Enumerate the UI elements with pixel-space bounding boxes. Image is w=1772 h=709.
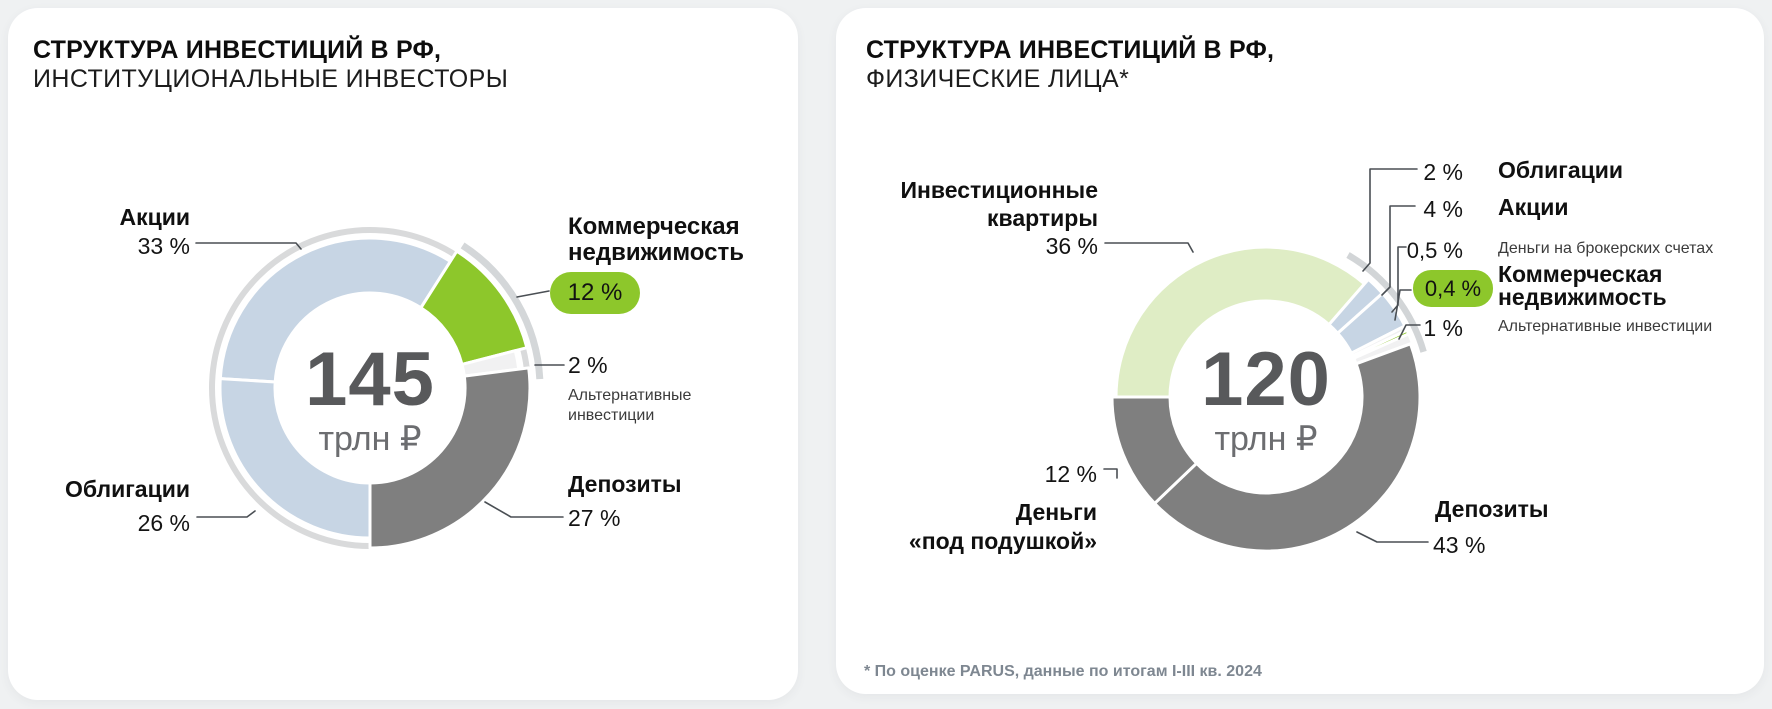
left-title-line2: ИНСТИТУЦИОНАЛЬНЫЕ ИНВЕСТОРЫ [33,65,509,93]
donut-exploded-ring-sliver [460,242,544,380]
card-individual-investors: СТРУКТУРА ИНВЕСТИЦИЙ В РФ, ФИЗИЧЕСКИЕ ЛИ… [836,8,1764,694]
callout-obligacii-label: Облигации [64,476,190,502]
callout-podushka-label1: Деньги [1015,499,1097,525]
callout-alt-label1: Альтернативные [568,387,692,404]
callout-r-akcii-pct: 4 % [1423,196,1463,222]
footnote: * По оценке PARUS, данные по итогам I-II… [864,663,1262,680]
leader-line-1 [1104,242,1194,253]
left-title-line1: СТРУКТУРА ИНВЕСТИЦИЙ В РФ, [33,36,442,64]
callout-kommercheskaya: Коммерческая недвижимость [568,214,744,266]
callout-r-obligacii-label: Облигации [1498,157,1624,183]
right-center-unit: трлн ₽ [1214,420,1318,458]
callout-depozity-pct: 27 % [568,505,621,531]
callout-kvartiry: Инвестиционные квартиры 36 % [876,176,1099,261]
callout-akcii-label: Акции [119,204,190,230]
callout-kommercheskaya-label2: недвижимость [568,239,744,266]
callout-r-kn-pct: 0,4 % [1424,275,1482,301]
left-center-value: 145 [305,337,435,422]
callout-kvartiry-label1: Инвестиционные [900,177,1099,203]
callout-broker-label: Деньги на брокерских счетах [1498,240,1714,257]
callout-depozity-label: Депозиты [568,471,682,497]
callout-r-kn-label2: недвижимость [1498,284,1667,310]
callout-r-obligacii-pct: 2 % [1423,159,1463,185]
callout-r-alt-pct: 1 % [1423,315,1463,341]
leader-line-4 [484,501,564,518]
donut-exploded-ring-sliver [1346,252,1427,353]
right-title-line2: ФИЗИЧЕСКИЕ ЛИЦА* [866,65,1130,93]
right-donut-chart [1103,168,1429,553]
callout-akcii: Акции 33 % [50,203,190,261]
donut-segment-7 [1153,342,1422,553]
highlight-pill-04: 0,4 % [1413,270,1493,307]
callout-kvartiry-label2: квартиры [987,205,1098,231]
callout-podushka-pct: 12 % [1044,461,1097,487]
left-center-unit: трлн ₽ [318,420,422,458]
right-center-value: 120 [1201,337,1331,422]
callout-r-kn: Коммерческая недвижимость [1498,263,1667,309]
callout-obligacii: Облигации 26 % [50,475,190,538]
callout-obligacii-pct: 26 % [137,510,190,536]
callout-podushka-label2: «под подушкой» [908,528,1097,554]
callout-kommercheskaya-pct: 12 % [567,279,623,306]
leader-line-1 [195,242,302,250]
leader-line-2 [516,290,550,298]
right-title-line1: СТРУКТУРА ИНВЕСТИЦИЙ В РФ, [866,36,1275,64]
donut-segment-4 [368,366,532,550]
leader-line-2 [1362,168,1418,272]
leader-line-7 [1103,468,1118,479]
leader-line-4 [1391,246,1407,313]
donut-segment-1 [218,236,452,384]
leader-line-3 [1381,205,1416,296]
leader-line-8 [1356,531,1429,543]
callout-kvartiry-pct: 36 % [1045,233,1098,259]
callout-r-kn-label1: Коммерческая [1498,261,1663,287]
donut-segment-8 [1110,395,1199,505]
callout-alt: Альтернативные инвестиции [568,386,691,426]
leader-line-5 [1394,289,1412,321]
leader-line-5 [196,510,256,518]
callout-r-akcii-label: Акции [1498,194,1569,220]
donut-segment-5 [218,377,372,540]
left-donut-chart [195,227,565,550]
callout-r-depozity-label: Депозиты [1435,496,1549,522]
card-institutional-investors: СТРУКТУРА ИНВЕСТИЦИЙ В РФ, ИНСТИТУЦИОНАЛ… [8,8,798,700]
callout-r-alt-label: Альтернативные инвестиции [1498,318,1713,335]
highlight-pill-12: 12 % [550,272,640,314]
callout-broker-pct: 0,5 % [1406,238,1463,263]
callout-kommercheskaya-label1: Коммерческая [568,213,740,240]
callout-akcii-pct: 33 % [137,233,190,259]
callout-alt-label2: инвестиции [568,407,655,424]
donut-segment-2 [419,249,529,366]
donut-segment-1 [1114,245,1366,399]
callout-podushka: Деньги «под подушкой» [851,498,1097,556]
callout-alt-pct: 2 % [568,352,608,378]
callout-r-depozity-pct: 43 % [1433,532,1486,558]
leader-line-6 [1398,324,1421,340]
